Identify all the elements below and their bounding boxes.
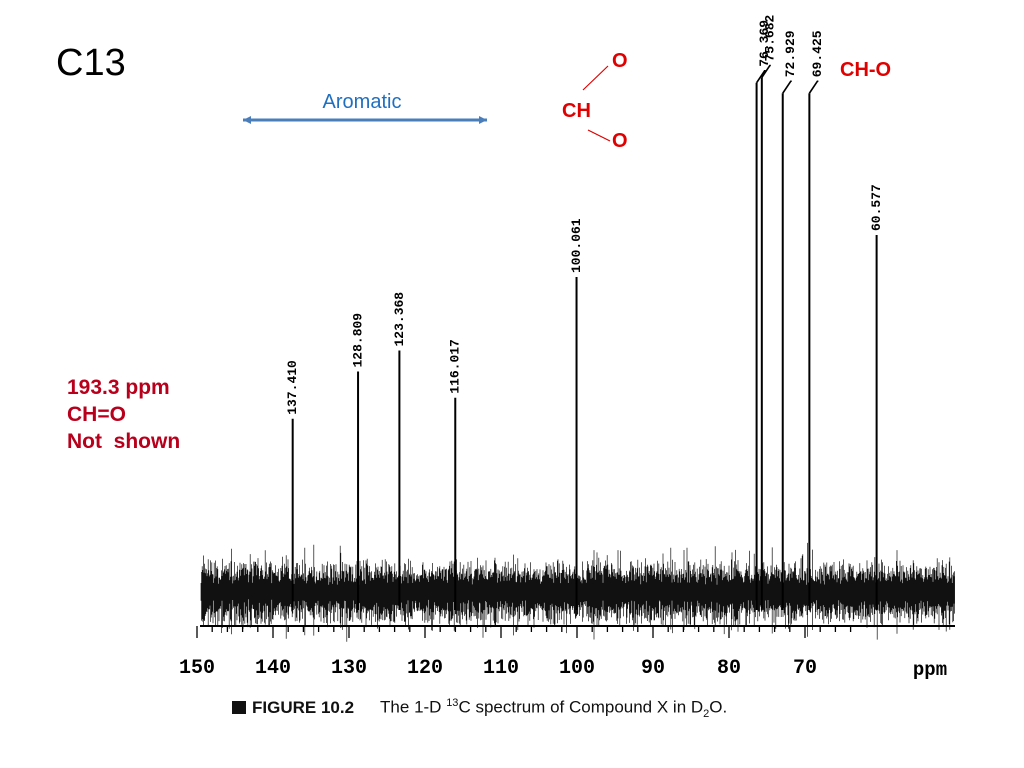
caption-text-before: The 1-D	[380, 697, 447, 717]
slide-title: C13	[56, 42, 126, 84]
peak-leader-72.929	[782, 80, 792, 94]
tick-label: 100	[559, 657, 595, 680]
note-line-3: Not shown	[67, 430, 181, 453]
peak-label: 76.369	[757, 20, 772, 67]
acetal-ch-label: CH	[562, 100, 591, 122]
acetal-oxygen-top: O	[612, 50, 628, 72]
peak-label: 72.929	[783, 30, 798, 77]
caption-text-after: O.	[709, 697, 728, 717]
caption-square-icon	[232, 700, 246, 714]
tick-label: 80	[717, 657, 741, 680]
note-line-2: CH=O	[67, 403, 126, 426]
caption-subscript: 2	[703, 708, 710, 721]
missing-peak-note: 193.3 ppm CH=O Not shown	[67, 374, 180, 455]
peak-label: 137.410	[285, 360, 300, 415]
axis-unit-label: ppm	[913, 659, 947, 681]
peak-label: 116.017	[448, 339, 463, 394]
figure-caption: FIGURE 10.2 The 1-D 13C spectrum of Compo…	[232, 697, 727, 720]
acetal-oxygen-bottom: O	[612, 130, 628, 152]
acetal-bond-top	[582, 65, 609, 91]
tick-label: 90	[641, 657, 665, 680]
caption-figure-number: FIGURE 10.2	[252, 697, 355, 717]
peak-label: 100.061	[569, 218, 584, 273]
peak-label: 123.368	[392, 292, 407, 347]
tick-label: 140	[255, 657, 291, 680]
tick-label: 110	[483, 657, 519, 680]
peaks-group: 137.410 128.809 123.368 116.017 100.061 76.36…	[285, 14, 884, 610]
peak-leader-75.682	[761, 64, 771, 78]
peak-label: 69.425	[810, 30, 825, 77]
acetal-bond-bottom	[587, 129, 611, 142]
peak-label: 128.809	[350, 313, 365, 368]
noise-trace	[200, 542, 955, 642]
tick-label: 150	[179, 657, 215, 680]
caption-text-middle: C spectrum of Compound X in D	[458, 697, 704, 717]
peak-leader-69.425	[808, 80, 819, 94]
aromatic-label: Aromatic	[323, 91, 402, 113]
peak-label: 60.577	[869, 184, 884, 231]
ch-o-label: CH-O	[840, 59, 891, 81]
tick-label: 120	[407, 657, 443, 680]
tick-label: 130	[331, 657, 367, 680]
caption-superscript: 13	[446, 697, 459, 709]
ppm-axis: 150 140 130 120 110 100 90 80 70 ppm	[179, 626, 947, 681]
peak-leader-76.369	[755, 69, 766, 84]
note-line-1: 193.3 ppm	[67, 376, 170, 399]
tick-label: 70	[793, 657, 817, 680]
peak-label: 75.682	[762, 14, 777, 61]
